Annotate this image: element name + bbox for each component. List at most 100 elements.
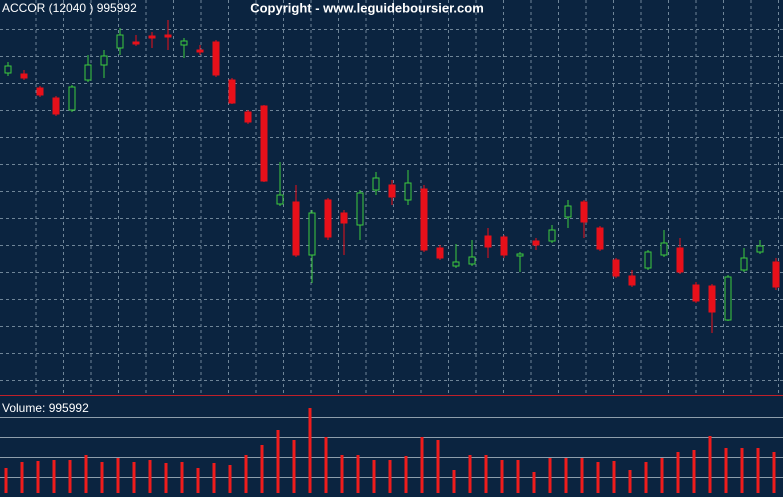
candle-body <box>244 111 252 123</box>
candle-body <box>756 245 764 253</box>
volume-bar <box>740 448 744 493</box>
volume-bar <box>324 437 328 493</box>
candle-body <box>772 261 780 288</box>
volume-bar <box>468 455 472 493</box>
volume-bar <box>564 458 568 493</box>
volume-bar <box>116 458 120 493</box>
candle-body <box>324 199 332 238</box>
candle-body <box>516 253 524 257</box>
candle-body <box>548 229 556 242</box>
volume-bar <box>132 462 136 493</box>
candle-body <box>68 86 76 111</box>
candle-body <box>84 64 92 81</box>
candle-body <box>276 194 284 205</box>
candle-body <box>580 201 588 223</box>
candle-body <box>372 177 380 191</box>
volume-bar <box>388 460 392 493</box>
volume-bar <box>4 468 8 493</box>
candle-body <box>356 192 364 226</box>
candle-body <box>340 212 348 224</box>
candle-body <box>660 242 668 256</box>
candle-body <box>436 247 444 259</box>
volume-bar <box>548 458 552 493</box>
volume-bar <box>596 462 600 493</box>
volume-bar <box>244 455 248 493</box>
candle-body <box>500 236 508 256</box>
volume-bar <box>644 462 648 493</box>
candle-body <box>708 285 716 313</box>
volume-bar <box>164 463 168 493</box>
volume-bar <box>708 436 712 493</box>
volume-bar <box>772 452 776 493</box>
candle-body <box>644 251 652 269</box>
volume-bar <box>420 437 424 493</box>
volume-bar <box>260 445 264 493</box>
volume-title: Volume: 995992 <box>2 401 89 415</box>
candle-body <box>180 40 188 46</box>
volume-bar <box>676 452 680 493</box>
candle-body <box>52 97 60 115</box>
candle-body <box>100 55 108 66</box>
candle-body <box>292 201 300 256</box>
volume-bar <box>20 462 24 493</box>
candle-body <box>260 105 268 182</box>
candle-body <box>132 41 140 45</box>
copyright: Copyright - www.leguideboursier.com <box>250 0 484 15</box>
volume-bar <box>532 472 536 493</box>
volume-bar <box>372 460 376 493</box>
candle-body <box>532 240 540 246</box>
candle-body <box>612 259 620 277</box>
candle-body <box>596 227 604 250</box>
candle-body <box>564 205 572 218</box>
volume-bar <box>484 455 488 493</box>
volume-bar <box>100 462 104 493</box>
volume-bar <box>84 455 88 493</box>
candle-body <box>20 73 28 79</box>
candle-body <box>148 35 156 39</box>
volume-bar <box>292 440 296 493</box>
volume-bar <box>68 460 72 493</box>
candle-body <box>164 34 172 38</box>
candle-body <box>676 247 684 273</box>
candle-body <box>724 276 732 321</box>
volume-bar <box>148 460 152 493</box>
volume-bar <box>340 455 344 493</box>
volume-bar <box>756 448 760 493</box>
candle-body <box>116 34 124 49</box>
volume-bar <box>228 465 232 493</box>
candle-body <box>228 79 236 104</box>
volume-bar <box>628 470 632 493</box>
chart-title: ACCOR (12040 ) 995992 <box>2 1 137 15</box>
candle-body <box>196 49 204 53</box>
volume-bar <box>308 408 312 493</box>
volume-bar <box>612 461 616 493</box>
volume-bar <box>36 461 40 493</box>
volume-bar <box>516 460 520 493</box>
candle-body <box>468 256 476 265</box>
volume-bar <box>180 462 184 493</box>
volume-bar <box>500 460 504 493</box>
volume-bar <box>356 455 360 493</box>
candle-body <box>452 261 460 267</box>
volume-bar <box>196 468 200 493</box>
volume-bar <box>436 440 440 493</box>
volume-bar <box>724 448 728 493</box>
volume-bar <box>212 463 216 493</box>
volume-bar <box>276 430 280 493</box>
candle-body <box>212 41 220 76</box>
volume-bar <box>580 458 584 493</box>
candle-body <box>484 235 492 248</box>
candle-body <box>404 182 412 201</box>
candle-body <box>4 65 12 74</box>
volume-bar <box>660 458 664 493</box>
candle-body <box>628 275 636 286</box>
candle-body <box>388 184 396 198</box>
candle-body <box>420 188 428 251</box>
volume-bar <box>52 460 56 493</box>
candle-body <box>692 284 700 302</box>
candle-body <box>308 212 316 256</box>
candle-body <box>740 257 748 271</box>
candle-body <box>36 87 44 96</box>
volume-bar <box>692 450 696 493</box>
